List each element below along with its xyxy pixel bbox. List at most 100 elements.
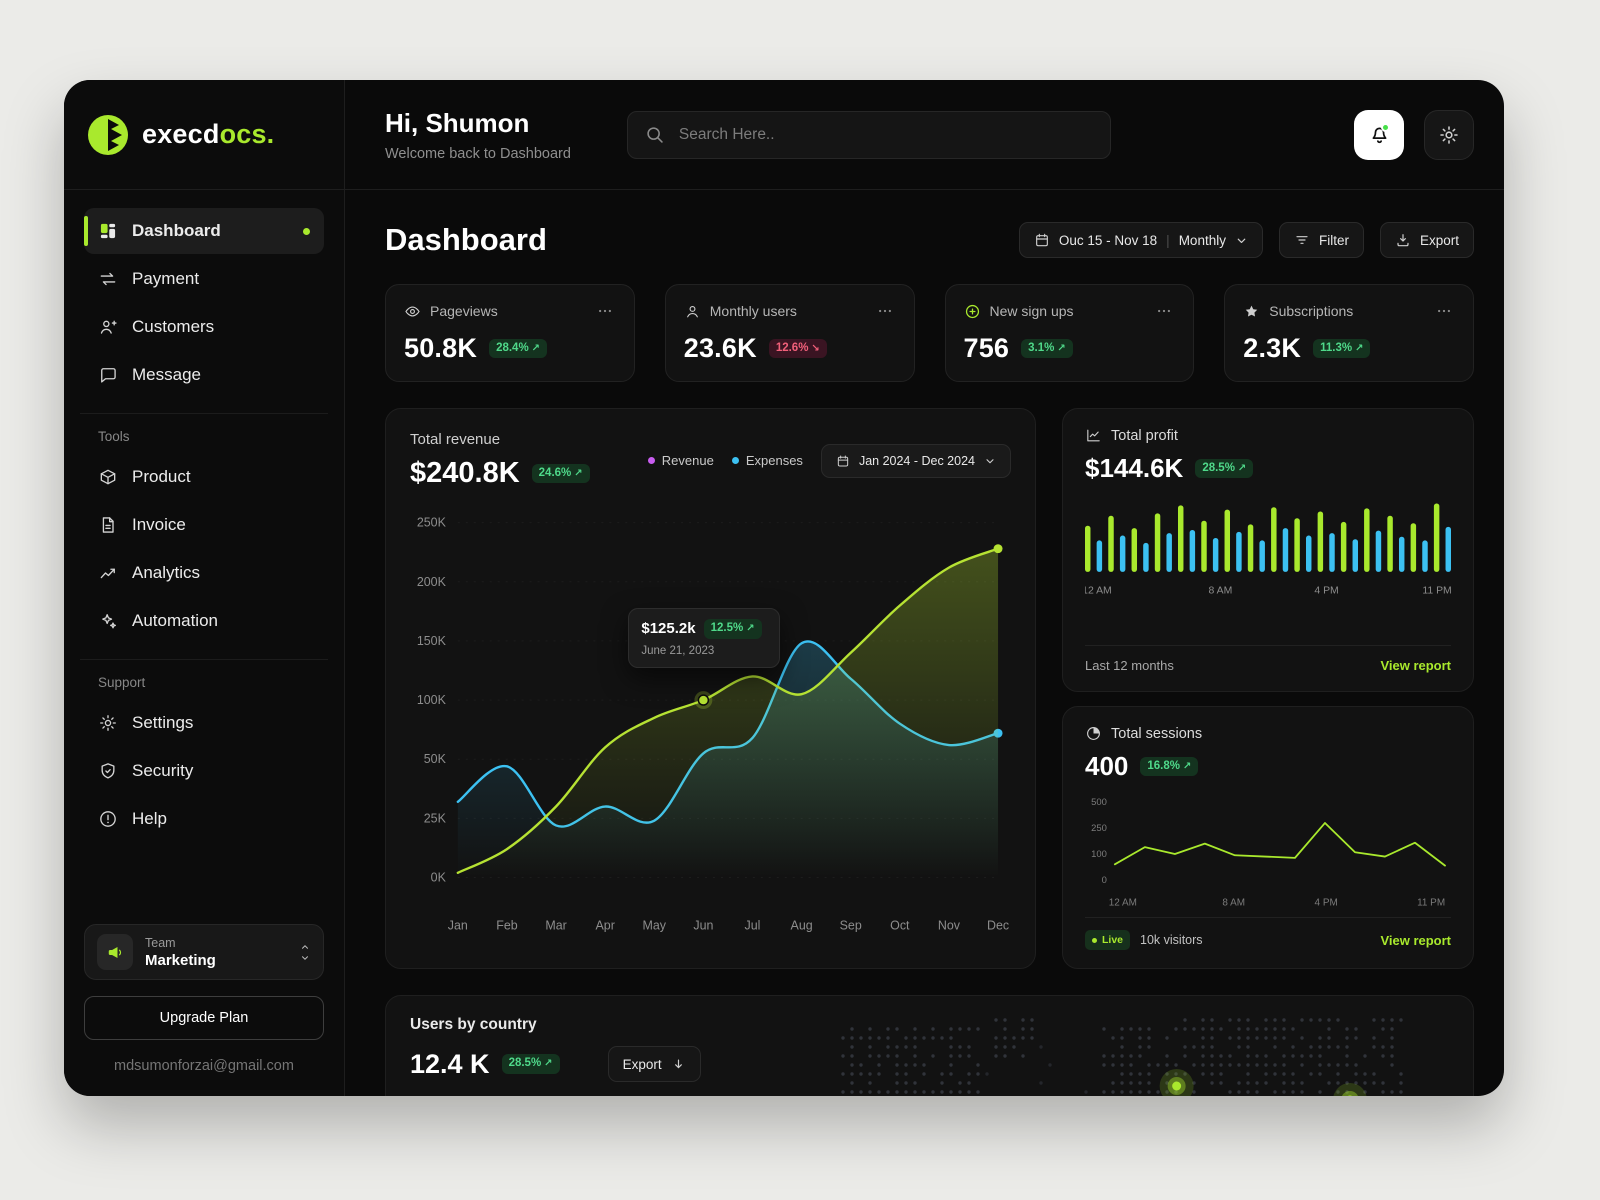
document-icon (98, 515, 118, 535)
stat-label: Subscriptions (1269, 303, 1354, 319)
sidebar-item-help[interactable]: Help (84, 796, 324, 842)
team-selector[interactable]: Team Marketing (84, 924, 324, 980)
profit-bar-chart: 12 AM 8 AM 4 PM 11 PM (1085, 496, 1451, 598)
view-report-link[interactable]: View report (1380, 658, 1451, 673)
user-icon (684, 303, 701, 320)
box-icon (98, 467, 118, 487)
stat-card-new-signups: New sign ups 756 3.1% ↗ (944, 284, 1195, 382)
bell-icon (1372, 127, 1386, 144)
stat-card-subscriptions: Subscriptions 2.3K 11.3% ↗ (1224, 284, 1474, 382)
topbar: Hi, Shumon Welcome back to Dashboard (345, 80, 1504, 190)
stat-label: Monthly users (709, 303, 797, 319)
megaphone-icon (97, 934, 133, 970)
trend-up-icon: ↗ (746, 622, 755, 634)
revenue-title: Total revenue (410, 431, 501, 448)
sidebar-item-invoice[interactable]: Invoice (84, 502, 324, 548)
transfer-arrows-icon (98, 269, 118, 289)
total-profit-card: Total profit $144.6K 28.5% ↗ 12 AM 8 AM 4 P… (1062, 408, 1474, 692)
card-menu-button[interactable] (1153, 300, 1175, 322)
filter-button[interactable]: Filter (1278, 222, 1364, 258)
chevron-up-down-icon (299, 942, 311, 963)
svg-text:25K: 25K (424, 811, 447, 825)
revenue-value: $240.8K (410, 457, 520, 489)
gear-icon (1440, 125, 1458, 144)
search-input[interactable] (676, 124, 1094, 145)
revenue-header: Total revenue $240.8K 24.6% ↗ (410, 431, 590, 490)
sidebar-item-product[interactable]: Product (84, 454, 324, 500)
dots-menu-icon (1158, 309, 1171, 313)
eye-icon (404, 303, 421, 320)
country-summary: Users by country 12.4 K 28.5% ↗ Export (410, 1016, 790, 1096)
sidebar-section-title: Support (98, 675, 146, 690)
page-header: Dashboard Ouc 15 - Nov 18 | Monthly Filt… (385, 220, 1474, 260)
upgrade-plan-button[interactable]: Upgrade Plan (84, 996, 324, 1040)
settings-button[interactable] (1424, 109, 1474, 160)
trend-up-icon: ↗ (531, 342, 541, 354)
view-report-link[interactable]: View report (1380, 932, 1451, 948)
svg-text:8 AM: 8 AM (1209, 586, 1233, 597)
svg-text:Mar: Mar (545, 918, 566, 932)
stat-value: 756 (963, 333, 1010, 363)
card-menu-button[interactable] (1433, 300, 1455, 322)
notifications-button[interactable] (1354, 109, 1404, 160)
svg-text:11 PM: 11 PM (1417, 898, 1445, 909)
stat-cards: Pageviews 50.8K 28.4% ↗ Monthly users (385, 284, 1474, 382)
svg-text:100K: 100K (417, 693, 447, 707)
sidebar-item-analytics[interactable]: Analytics (84, 550, 324, 596)
trend-up-icon: ↗ (1237, 462, 1247, 474)
export-button[interactable]: Export (1379, 222, 1474, 258)
sidebar-section-title: Tools (98, 429, 130, 444)
profit-value: $144.6K (1085, 453, 1184, 483)
legend-dot-expenses (731, 457, 739, 464)
sidebar-item-message[interactable]: Message (84, 352, 324, 398)
legend-expenses: Expenses (731, 453, 803, 468)
app-window: execdocs. Dashboard Payment Customers Me… (64, 80, 1504, 1096)
star-icon (1243, 303, 1260, 320)
svg-text:0: 0 (1102, 875, 1107, 886)
brand-logo: execdocs. (64, 80, 344, 190)
svg-text:50K: 50K (424, 752, 447, 766)
stat-label: Pageviews (430, 303, 498, 319)
sidebar-item-dashboard[interactable]: Dashboard (84, 208, 324, 254)
card-menu-button[interactable] (874, 300, 896, 322)
sidebar-item-label: Payment (132, 269, 200, 288)
sidebar-item-label: Customers (132, 317, 215, 336)
sidebar-item-automation[interactable]: Automation (84, 598, 324, 644)
world-map (830, 1016, 1449, 1096)
card-menu-button[interactable] (594, 300, 616, 322)
sidebar-item-label: Message (132, 365, 201, 384)
country-export-button[interactable]: Export (607, 1046, 701, 1082)
tooltip-trend-badge: 12.5% ↗ (703, 619, 762, 639)
svg-text:Feb: Feb (496, 918, 518, 932)
sidebar: execdocs. Dashboard Payment Customers Me… (64, 80, 345, 1096)
chart-range-select[interactable]: Jan 2024 - Dec 2024 (820, 443, 1011, 478)
sidebar-item-security[interactable]: Security (84, 748, 324, 794)
svg-text:150K: 150K (417, 634, 447, 648)
brand-logo-icon (86, 113, 130, 157)
sidebar-item-label: Help (132, 809, 167, 828)
chat-bubble-icon (98, 365, 118, 385)
help-circle-icon (98, 809, 118, 829)
charts-row: Total revenue $240.8K 24.6% ↗ Revenue Exp… (385, 408, 1474, 969)
sidebar-item-label: Invoice (132, 515, 186, 534)
tooltip-value: $125.2k (641, 620, 696, 638)
page-title: Dashboard (385, 222, 547, 257)
live-dot-icon (1092, 937, 1097, 943)
sidebar-item-settings[interactable]: Settings (84, 700, 324, 746)
svg-text:250: 250 (1091, 823, 1107, 834)
arrow-down-icon (671, 1057, 686, 1072)
search-bar (626, 110, 1111, 159)
trend-badge: 16.8% ↗ (1140, 756, 1199, 777)
svg-text:4 PM: 4 PM (1315, 898, 1338, 909)
users-by-country-card: Users by country 12.4 K 28.5% ↗ Export (385, 995, 1474, 1096)
content: Dashboard Ouc 15 - Nov 18 | Monthly Filt… (345, 190, 1504, 1096)
sidebar-item-label: Settings (132, 713, 194, 732)
sidebar-item-payment[interactable]: Payment (84, 256, 324, 302)
shield-icon (98, 761, 118, 781)
sidebar-item-customers[interactable]: Customers (84, 304, 324, 350)
date-range-picker[interactable]: Ouc 15 - Nov 18 | Monthly (1018, 222, 1263, 258)
greeting-subtitle: Welcome back to Dashboard (385, 145, 571, 162)
sidebar-item-label: Dashboard (132, 221, 221, 240)
calendar-icon (836, 454, 850, 468)
sidebar-item-label: Analytics (132, 563, 201, 582)
